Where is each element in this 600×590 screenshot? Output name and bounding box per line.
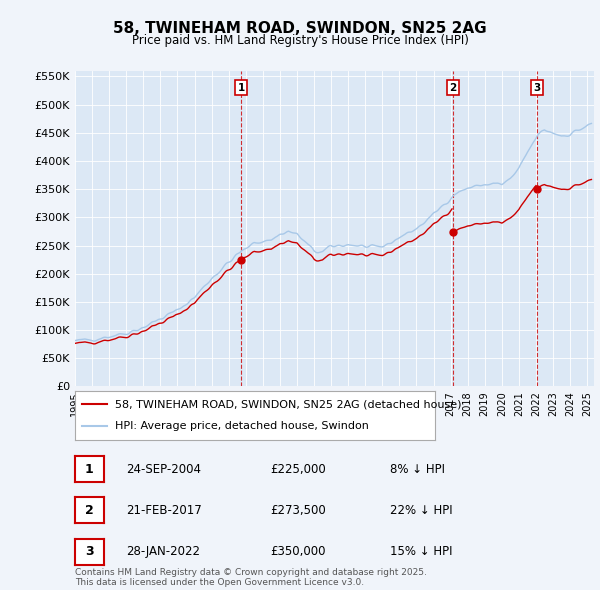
Text: 58, TWINEHAM ROAD, SWINDON, SN25 2AG: 58, TWINEHAM ROAD, SWINDON, SN25 2AG [113, 21, 487, 35]
Text: 8% ↓ HPI: 8% ↓ HPI [390, 463, 445, 476]
Text: 28-JAN-2022: 28-JAN-2022 [126, 545, 200, 558]
Text: 24-SEP-2004: 24-SEP-2004 [126, 463, 201, 476]
Text: Price paid vs. HM Land Registry's House Price Index (HPI): Price paid vs. HM Land Registry's House … [131, 34, 469, 47]
Text: £350,000: £350,000 [270, 545, 325, 558]
Text: HPI: Average price, detached house, Swindon: HPI: Average price, detached house, Swin… [115, 421, 368, 431]
Text: 1: 1 [85, 463, 94, 476]
Text: 22% ↓ HPI: 22% ↓ HPI [390, 504, 452, 517]
Text: 1: 1 [238, 83, 245, 93]
Text: 2: 2 [85, 504, 94, 517]
Text: Contains HM Land Registry data © Crown copyright and database right 2025.
This d: Contains HM Land Registry data © Crown c… [75, 568, 427, 587]
Text: 2: 2 [449, 83, 457, 93]
Text: 15% ↓ HPI: 15% ↓ HPI [390, 545, 452, 558]
Text: £273,500: £273,500 [270, 504, 326, 517]
Text: 3: 3 [85, 545, 94, 558]
Text: 21-FEB-2017: 21-FEB-2017 [126, 504, 202, 517]
Text: 3: 3 [533, 83, 541, 93]
Text: £225,000: £225,000 [270, 463, 326, 476]
Text: 58, TWINEHAM ROAD, SWINDON, SN25 2AG (detached house): 58, TWINEHAM ROAD, SWINDON, SN25 2AG (de… [115, 399, 461, 409]
